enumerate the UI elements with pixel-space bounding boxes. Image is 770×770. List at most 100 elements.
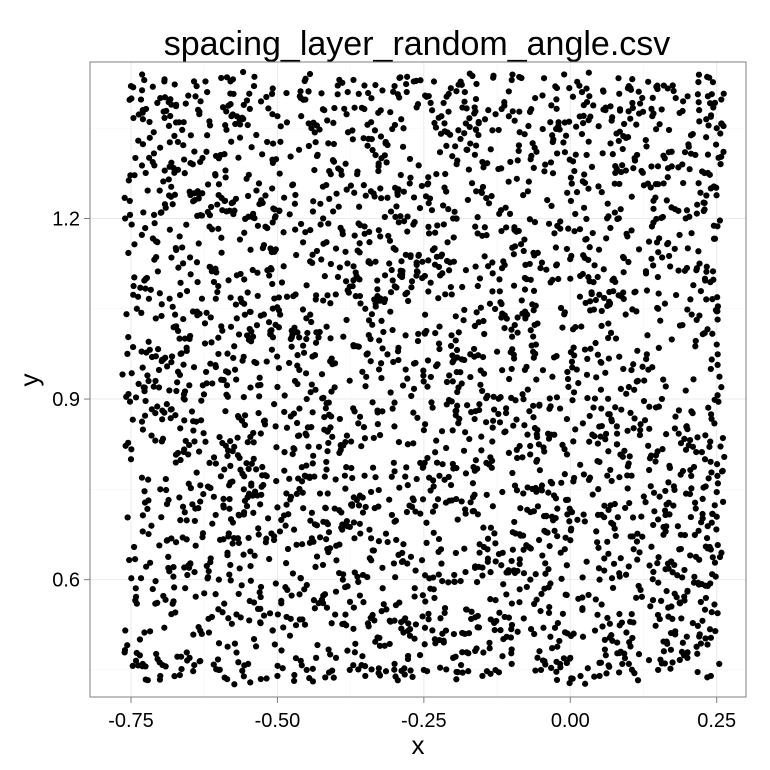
data-point [401,671,408,678]
data-point [691,573,698,580]
data-point [611,209,618,216]
data-point [189,501,196,508]
data-point [664,165,672,172]
data-point [295,146,303,153]
data-point [592,596,599,603]
data-point [512,397,519,404]
data-point [277,123,284,130]
data-point [605,213,612,220]
data-point [563,562,570,569]
data-point [565,383,572,390]
data-point [640,397,648,405]
data-point [186,188,193,195]
data-point [583,85,590,92]
data-point [437,130,445,137]
data-point [192,593,199,600]
data-point [468,180,476,187]
data-point [146,628,154,635]
data-point [411,593,418,600]
data-point [305,120,312,127]
data-point [679,574,686,581]
data-point [134,293,142,300]
data-point [246,105,253,112]
data-point [421,572,429,579]
data-point [637,426,644,434]
data-point [346,598,354,605]
data-point [171,323,178,330]
data-point [245,213,252,220]
data-point [191,661,198,669]
data-point [474,612,481,620]
data-point [304,424,311,431]
data-point [176,494,183,501]
data-point [437,664,444,671]
data-point [616,573,623,580]
data-point [263,535,270,542]
data-point [387,208,395,215]
data-point [640,493,647,500]
data-point [704,93,712,100]
data-point [579,574,586,581]
data-point [407,553,415,560]
data-point [375,670,382,677]
data-point [331,384,338,391]
data-point [226,495,233,503]
data-point [691,531,698,539]
chart-title: spacing_layer_random_angle.csv [164,25,671,63]
data-point [392,574,399,581]
data-point [527,156,534,163]
data-point [308,535,315,542]
data-point [462,510,469,517]
data-point [716,217,724,224]
data-point [311,166,318,174]
data-point [377,233,384,240]
data-point [195,240,202,247]
data-point [260,241,268,249]
data-point [295,475,302,482]
data-point [554,620,561,627]
data-point [549,276,556,283]
data-point [406,155,414,163]
data-point [443,378,451,386]
data-point [228,138,235,145]
data-point [148,522,155,529]
data-point [149,83,156,90]
data-point [451,578,458,586]
data-point [442,170,449,178]
data-point [356,592,364,599]
data-point [516,556,523,563]
data-point [698,449,705,456]
data-point [654,163,662,170]
data-point [374,421,381,428]
data-point [359,509,367,516]
data-point [553,261,561,268]
data-point [539,125,546,133]
data-point [646,455,654,462]
data-point [250,455,257,462]
data-point [232,120,239,128]
data-point [639,169,646,176]
data-point [197,417,205,424]
data-point [529,301,536,308]
data-point [450,630,458,638]
data-point [212,152,220,160]
data-point [227,323,235,330]
data-point [535,441,542,448]
data-point [507,158,514,166]
data-point [142,285,149,292]
data-point [131,543,138,551]
data-point [303,335,310,343]
data-point [693,210,700,217]
data-point [480,649,487,656]
data-point [601,567,608,574]
data-point [332,476,339,483]
data-point [351,649,358,656]
data-point [566,655,573,662]
data-point [404,228,411,235]
data-point [496,609,503,616]
data-point [450,258,458,265]
data-point [639,108,647,115]
data-point [478,433,485,440]
data-point [269,140,277,147]
